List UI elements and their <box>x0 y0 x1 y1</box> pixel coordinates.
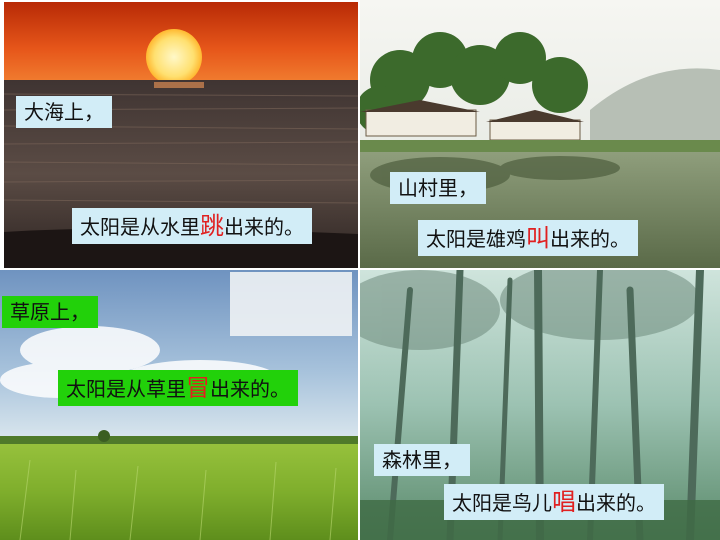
sea-sunrise-panel: 大海上， 太阳是从水里跳出来的。 <box>4 2 358 268</box>
village-sentence-post: 出来的。 <box>550 227 630 251</box>
village-verb: 叫 <box>526 224 550 252</box>
sea-place-label: 大海上， <box>16 96 112 128</box>
village-sentence-pre: 太阳是雄鸡 <box>426 227 526 251</box>
sea-sentence: 太阳是从水里跳出来的。 <box>72 208 312 244</box>
forest-panel: 森林里， 太阳是鸟儿唱出来的。 <box>360 270 720 540</box>
forest-place-label: 森林里， <box>374 444 470 476</box>
village-place-label: 山村里， <box>390 172 486 204</box>
village-panel: 山村里， 太阳是雄鸡叫出来的。 <box>360 0 720 268</box>
grassland-sentence-pre: 太阳是从草里 <box>66 377 186 401</box>
forest-sentence-pre: 太阳是鸟儿 <box>452 491 552 515</box>
forest-sentence: 太阳是鸟儿唱出来的。 <box>444 484 664 520</box>
grassland-place-label: 草原上， <box>2 296 98 328</box>
grassland-verb: 冒 <box>186 374 210 402</box>
sea-sentence-pre: 太阳是从水里 <box>80 215 200 239</box>
grassland-sentence: 太阳是从草里冒出来的。 <box>58 370 298 406</box>
grassland-panel: 草原上， 太阳是从草里冒出来的。 <box>0 270 358 540</box>
forest-verb: 唱 <box>552 488 576 516</box>
village-sentence: 太阳是雄鸡叫出来的。 <box>418 220 638 256</box>
grassland-sentence-post: 出来的。 <box>210 377 290 401</box>
forest-sentence-post: 出来的。 <box>576 491 656 515</box>
sea-verb: 跳 <box>200 212 224 240</box>
sea-sentence-post: 出来的。 <box>224 215 304 239</box>
